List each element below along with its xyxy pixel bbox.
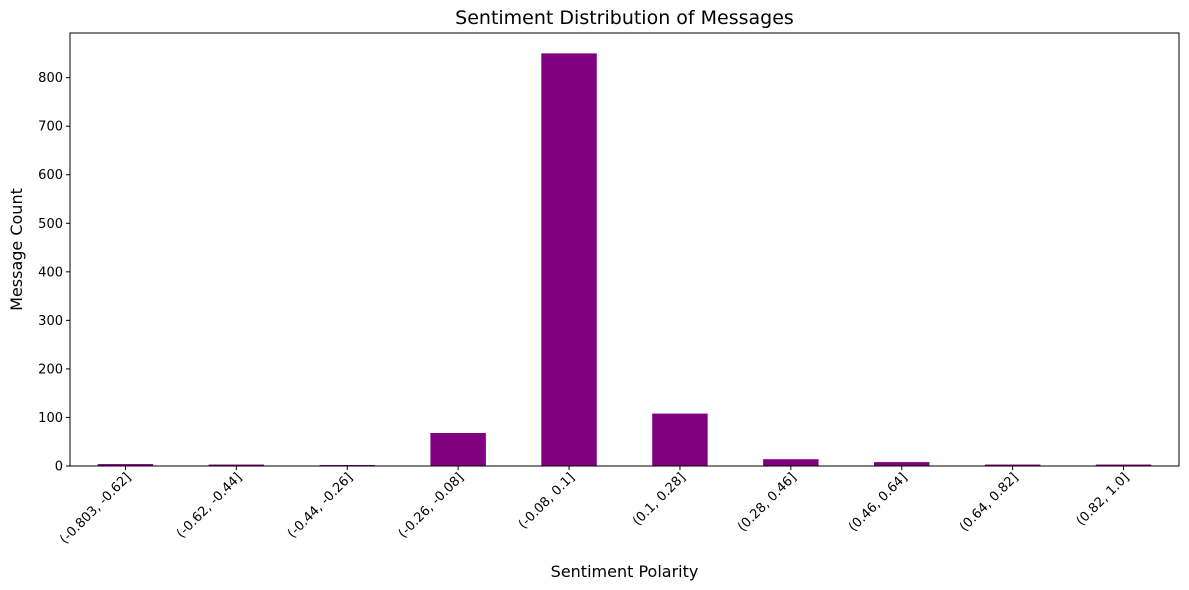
- x-tick-label-1: (-0.62, -0.44]: [174, 470, 245, 541]
- y-tick-label-6: 600: [38, 168, 63, 183]
- plot-frame: [69, 32, 1180, 467]
- bar-8: [984, 464, 1041, 466]
- x-tick-label-6: (0.28, 0.46]: [735, 470, 800, 535]
- x-tick-label-0: (-0.803, -0.62]: [57, 470, 134, 547]
- bar-1: [208, 464, 265, 466]
- y-tick-label-5: 500: [38, 217, 63, 232]
- y-tick-label-8: 800: [38, 71, 63, 86]
- bar-9: [1095, 464, 1152, 466]
- x-axis-title: Sentiment Polarity: [551, 562, 699, 581]
- y-tick-label-4: 400: [38, 265, 63, 280]
- y-tick-label-1: 100: [38, 411, 63, 426]
- x-tick-label-2: (-0.44, -0.26]: [285, 470, 356, 541]
- x-tick-label-7: (0.46, 0.64]: [846, 470, 911, 535]
- x-axis-ticks: (-0.803, -0.62] (-0.62, -0.44] (-0.44, -0.…: [57, 466, 1132, 547]
- x-tick-label-4: (-0.08, 0.1]: [516, 470, 578, 532]
- y-axis-ticks: 0 100 200 300 400 500 600 700 800: [38, 71, 70, 475]
- x-tick-label-5: (0.1, 0.28]: [630, 470, 689, 529]
- bar-7: [874, 462, 930, 466]
- chart-title: Sentiment Distribution of Messages: [455, 7, 794, 29]
- bar-6: [763, 459, 819, 466]
- bar-4: [541, 53, 597, 467]
- y-tick-label-3: 300: [38, 314, 63, 329]
- bars: [97, 53, 1152, 467]
- bar-3: [430, 432, 486, 466]
- bar-0: [97, 464, 154, 466]
- x-tick-label-3: (-0.26, -0.08]: [396, 470, 467, 541]
- y-tick-label-7: 700: [38, 120, 63, 135]
- y-tick-label-0: 0: [55, 460, 63, 475]
- y-axis-title: Message Count: [7, 188, 26, 311]
- x-tick-label-9: (0.82, 1.0]: [1074, 470, 1133, 529]
- x-tick-label-8: (0.64, 0.82]: [957, 470, 1022, 535]
- y-tick-label-2: 200: [38, 362, 63, 377]
- bar-5: [652, 413, 708, 466]
